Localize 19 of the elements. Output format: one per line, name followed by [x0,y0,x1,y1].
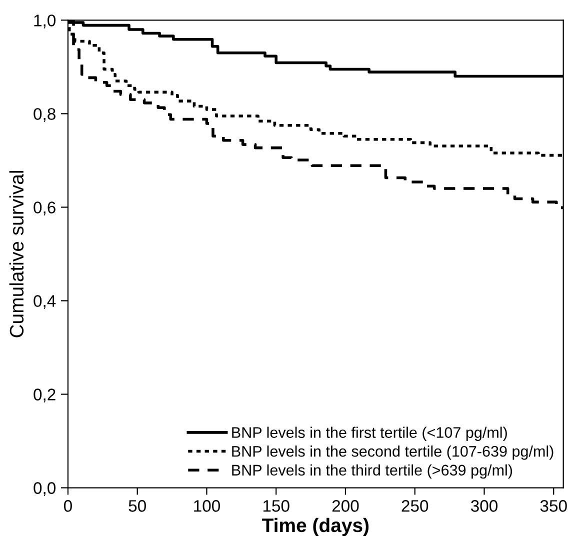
x-tick-label: 200 [332,500,359,512]
y-tick-label: 0,2 [34,388,56,402]
legend-label: BNP levels in the third tertile (>639 pg/ml) [232,464,512,479]
y-tick-label: 1,0 [34,14,56,28]
x-tick-label: 50 [128,500,146,512]
x-tick-label: 150 [263,500,290,512]
y-axis-title: Cumulative survival [9,170,24,338]
x-tick-label: 250 [402,500,428,512]
x-axis-title: Time (days) [262,518,369,536]
y-tick-label: 0,6 [34,202,56,216]
legend-label: BNP levels in the second tertile (107-639 pg/ml) [232,446,554,460]
legend-label: BNP levels in the first tertile (<107 pg/ml) [232,426,507,441]
x-tick-label: 0 [64,500,72,512]
y-tick-label: 0,4 [34,295,56,309]
x-tick-label: 100 [194,500,220,512]
x-tick-label: 300 [470,500,498,512]
y-tick-label: 0,0 [34,482,56,496]
x-tick-label: 350 [540,500,567,512]
y-tick-label: 0,8 [34,108,56,122]
